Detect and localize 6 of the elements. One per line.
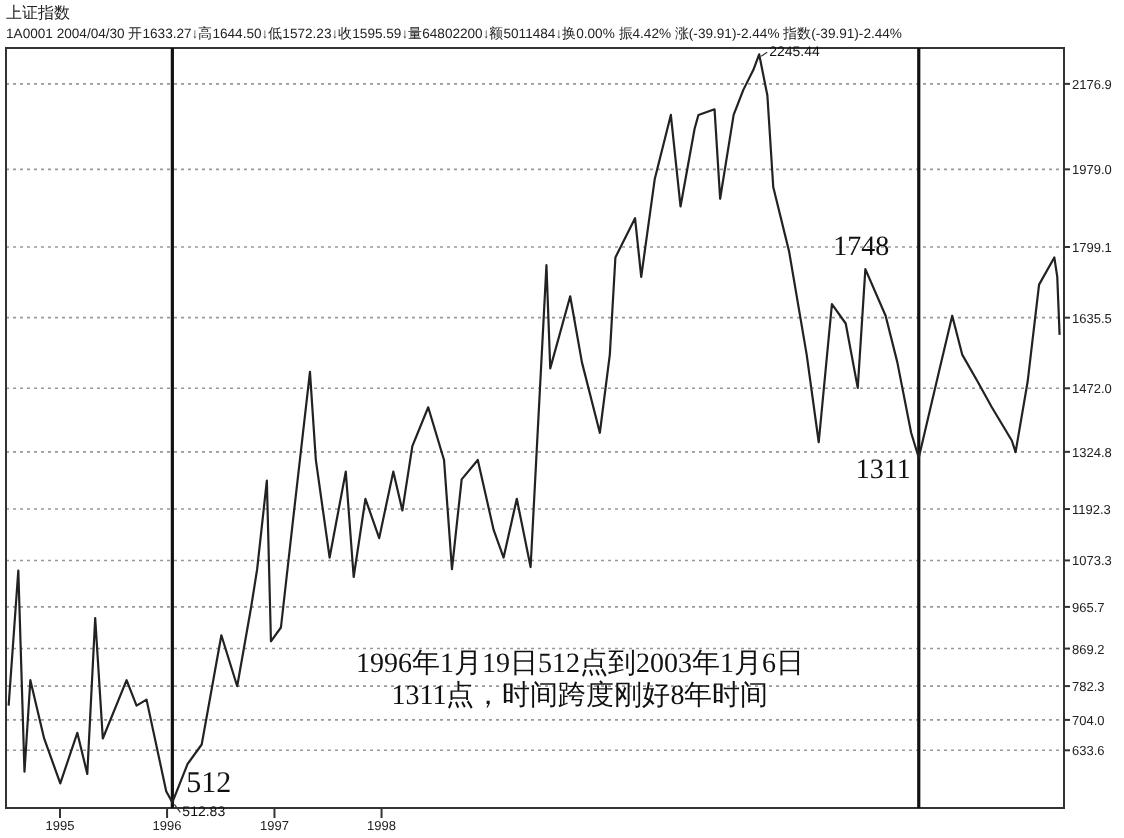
annotation: 1996年1月19日512点到2003年1月6日 (356, 648, 804, 680)
annotation: 512 (186, 768, 232, 801)
chart-title: 上证指数 (6, 4, 70, 22)
annotation: 1748 (833, 233, 890, 264)
annotation: 1311 (855, 455, 911, 486)
annotation: 1311点，时间跨度刚好8年时间 (391, 680, 769, 712)
